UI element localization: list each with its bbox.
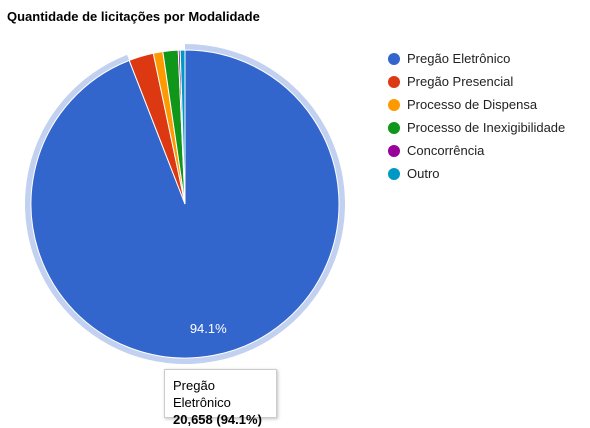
- slice-label-pregao-eletronico: 94.1%: [190, 321, 227, 336]
- legend-item-concorrencia[interactable]: Concorrência: [388, 139, 565, 162]
- legend-label: Outro: [407, 166, 440, 181]
- legend-item-processo-de-inexigibilidade[interactable]: Processo de Inexigibilidade: [388, 116, 565, 139]
- pie-slice-outro[interactable]: [179, 49, 186, 205]
- legend-swatch: [388, 167, 400, 180]
- chart-title: Quantidade de licitações por Modalidade: [7, 9, 260, 24]
- legend-label: Pregão Eletrônico: [407, 51, 511, 66]
- legend-item-pregao-presencial[interactable]: Pregão Presencial: [388, 70, 565, 93]
- legend-label: Processo de Inexigibilidade: [407, 120, 566, 135]
- legend-item-pregao-eletronico[interactable]: Pregão Eletrônico: [388, 47, 565, 70]
- legend-swatch: [388, 52, 400, 65]
- legend-item-processo-de-dispensa[interactable]: Processo de Dispensa: [388, 93, 565, 116]
- legend-label: Concorrência: [407, 143, 485, 158]
- legend-swatch: [388, 75, 400, 88]
- legend-item-outro[interactable]: Outro: [388, 162, 565, 185]
- tooltip-value: 20,658 (94.1%): [173, 412, 262, 427]
- slice-tooltip: Pregão Eletrônico 20,658 (94.1%): [164, 369, 277, 427]
- legend-label: Processo de Dispensa: [407, 97, 538, 112]
- legend-swatch: [388, 144, 400, 157]
- pie-slices: [30, 49, 340, 359]
- tooltip-label: Pregão Eletrônico: [173, 378, 231, 410]
- pie-slice-labels: 94.1%: [190, 321, 227, 336]
- legend-label: Pregão Presencial: [407, 74, 514, 89]
- legend-swatch: [388, 121, 400, 134]
- legend-swatch: [388, 98, 400, 111]
- chart-legend: Pregão Eletrônico Pregão Presencial Proc…: [388, 47, 565, 185]
